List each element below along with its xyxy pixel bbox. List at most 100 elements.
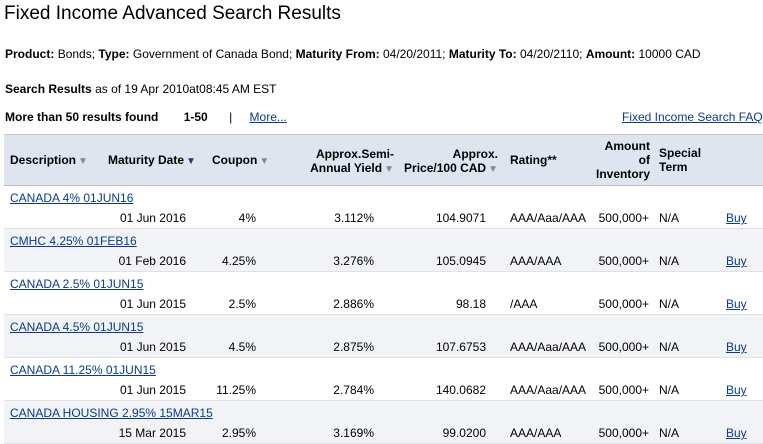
page-title: Fixed Income Advanced Search Results bbox=[4, 3, 341, 24]
header-maturity-date[interactable]: Maturity Date ▼ bbox=[108, 153, 196, 167]
rating-cell: AAA/Aaa/AAA bbox=[510, 383, 587, 397]
buy-link[interactable]: Buy bbox=[726, 297, 747, 311]
inventory-cell: 500,000+ bbox=[598, 211, 649, 225]
bond-description-link[interactable]: CMHC 4.25% 01FEB16 bbox=[10, 234, 137, 248]
sort-arrow-icon[interactable]: ▼ bbox=[384, 164, 394, 175]
search-criteria: Product: Bonds; Type: Government of Cana… bbox=[5, 47, 701, 61]
product-label: Product: bbox=[5, 47, 55, 61]
buy-link[interactable]: Buy bbox=[726, 383, 747, 397]
header-yield-line1: Approx.Semi- bbox=[315, 147, 394, 161]
coupon-cell: 2.95% bbox=[221, 426, 256, 440]
sort-arrow-icon[interactable]: ▼ bbox=[78, 156, 88, 167]
header-price[interactable]: Approx. Price/100 CAD ▼ bbox=[396, 147, 498, 175]
header-special-term: Special Term bbox=[659, 146, 701, 174]
header-inventory-line1: Amount bbox=[604, 139, 650, 153]
header-rating: Rating** bbox=[510, 153, 557, 167]
header-coupon[interactable]: Coupon ▼ bbox=[212, 153, 269, 167]
coupon-cell: 4.5% bbox=[228, 340, 256, 354]
maturity-date-cell: 01 Jun 2015 bbox=[119, 340, 186, 354]
type-label: Type: bbox=[98, 47, 130, 61]
yield-cell: 2.784% bbox=[333, 383, 374, 397]
price-cell: 98.18 bbox=[455, 297, 486, 311]
special-term-cell: N/A bbox=[659, 254, 680, 268]
buy-link[interactable]: Buy bbox=[726, 254, 747, 268]
maturity-date-cell: 01 Jun 2015 bbox=[119, 383, 186, 397]
table-row: CANADA 2.5% 01JUN15 01 Jun 2015 2.5% 2.8… bbox=[4, 272, 763, 315]
yield-cell: 2.886% bbox=[333, 297, 374, 311]
header-inventory: Amount of Inventory bbox=[584, 139, 650, 181]
buy-link[interactable]: Buy bbox=[726, 426, 747, 440]
header-inventory-line2: of bbox=[638, 153, 650, 167]
rating-cell: AAA/Aaa/AAA bbox=[510, 340, 587, 354]
yield-cell: 3.169% bbox=[333, 426, 374, 440]
type-value: Government of Canada Bond; bbox=[132, 47, 293, 61]
rating-cell: AAA/Aaa/AAA bbox=[510, 211, 587, 225]
amount-value: 10000 CAD bbox=[638, 47, 701, 61]
header-description[interactable]: Description ▼ bbox=[10, 153, 88, 167]
header-price-line2: Price/100 CAD bbox=[404, 161, 487, 175]
header-maturity-date-label: Maturity Date bbox=[108, 153, 185, 167]
table-row: CANADA HOUSING 2.95% 15MAR15 15 Mar 2015… bbox=[4, 401, 763, 444]
header-yield-line2: Annual Yield bbox=[310, 161, 383, 175]
search-faq-link[interactable]: Fixed Income Search FAQ bbox=[622, 110, 763, 124]
coupon-cell: 2.5% bbox=[228, 297, 256, 311]
header-price-line1: Approx. bbox=[452, 147, 498, 161]
amount-label: Amount: bbox=[585, 47, 636, 61]
search-results-label: Search Results bbox=[5, 82, 92, 96]
maturity-date-cell: 01 Feb 2016 bbox=[118, 254, 186, 268]
price-cell: 107.6753 bbox=[435, 340, 486, 354]
inventory-cell: 500,000+ bbox=[598, 340, 649, 354]
coupon-cell: 11.25% bbox=[216, 383, 256, 397]
bond-description-link[interactable]: CANADA 2.5% 01JUN15 bbox=[10, 277, 144, 291]
price-cell: 99.0200 bbox=[442, 426, 486, 440]
maturity-date-cell: 01 Jun 2016 bbox=[119, 211, 186, 225]
inventory-cell: 500,000+ bbox=[598, 254, 649, 268]
table-row: CANADA 4.5% 01JUN15 01 Jun 2015 4.5% 2.8… bbox=[4, 315, 763, 358]
inventory-cell: 500,000+ bbox=[598, 426, 649, 440]
header-special-line1: Special bbox=[659, 146, 702, 160]
sort-arrow-icon[interactable]: ▼ bbox=[259, 156, 270, 167]
coupon-cell: 4.25% bbox=[221, 254, 256, 268]
maturity-date-cell: 01 Jun 2015 bbox=[119, 297, 186, 311]
bond-description-link[interactable]: CANADA 4.5% 01JUN15 bbox=[10, 320, 144, 334]
maturity-from-label: Maturity From: bbox=[295, 47, 380, 61]
sort-arrow-icon[interactable]: ▼ bbox=[488, 164, 498, 175]
special-term-cell: N/A bbox=[659, 211, 680, 225]
header-description-label: Description bbox=[10, 153, 77, 167]
table-header: Description ▼ Maturity Date ▼ Coupon ▼ Appr… bbox=[4, 135, 763, 186]
yield-cell: 3.112% bbox=[334, 211, 374, 225]
product-value: Bonds; bbox=[57, 47, 96, 61]
maturity-to-value: 04/20/2110; bbox=[519, 47, 583, 61]
special-term-cell: N/A bbox=[659, 297, 680, 311]
buy-link[interactable]: Buy bbox=[726, 340, 747, 354]
search-results-timestamp: Search Results as of 19 Apr 2010at08:45 … bbox=[5, 82, 277, 96]
rating-cell: AAA/AAA bbox=[510, 426, 562, 440]
bond-description-link[interactable]: CANADA HOUSING 2.95% 15MAR15 bbox=[10, 406, 213, 420]
buy-link[interactable]: Buy bbox=[726, 211, 747, 225]
bond-description-link[interactable]: CANADA 11.25% 01JUN15 bbox=[10, 363, 156, 377]
special-term-cell: N/A bbox=[659, 340, 680, 354]
more-results-link[interactable]: More... bbox=[249, 110, 287, 124]
table-row: CMHC 4.25% 01FEB16 01 Feb 2016 4.25% 3.2… bbox=[4, 229, 763, 272]
rating-cell: /AAA bbox=[510, 297, 538, 311]
results-range: 1-50 bbox=[183, 110, 208, 124]
bond-description-link[interactable]: CANADA 4% 01JUN16 bbox=[10, 191, 134, 205]
price-cell: 104.9071 bbox=[435, 211, 486, 225]
results-count-bar: More than 50 results found 1-50 | More..… bbox=[5, 110, 287, 124]
coupon-cell: 4% bbox=[238, 211, 256, 225]
table-row: CANADA 4% 01JUN16 01 Jun 2016 4% 3.112% … bbox=[4, 186, 763, 229]
results-table: Description ▼ Maturity Date ▼ Coupon ▼ Appr… bbox=[4, 134, 763, 444]
special-term-cell: N/A bbox=[659, 426, 680, 440]
maturity-to-label: Maturity To: bbox=[448, 47, 517, 61]
sort-arrow-active-icon[interactable]: ▼ bbox=[186, 156, 196, 167]
header-special-line2: Term bbox=[659, 160, 688, 174]
inventory-cell: 500,000+ bbox=[598, 383, 649, 397]
maturity-from-value: 04/20/2011; bbox=[382, 47, 446, 61]
maturity-date-cell: 15 Mar 2015 bbox=[118, 426, 186, 440]
results-found-text: More than 50 results found bbox=[5, 110, 159, 124]
special-term-cell: N/A bbox=[659, 383, 680, 397]
header-yield[interactable]: Approx.Semi- Annual Yield ▼ bbox=[284, 147, 394, 175]
pager-separator: | bbox=[229, 110, 233, 124]
yield-cell: 2.875% bbox=[333, 340, 374, 354]
rating-cell: AAA/AAA bbox=[510, 254, 562, 268]
